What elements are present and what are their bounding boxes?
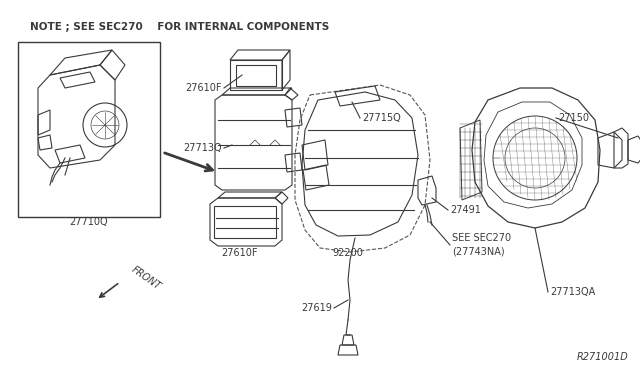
Text: 92200: 92200 [333,248,364,258]
Text: 27710Q: 27710Q [70,217,108,227]
Text: 27610F: 27610F [221,248,259,258]
Text: R271001D: R271001D [576,352,628,362]
Text: 27713QA: 27713QA [550,287,595,297]
Text: FRONT: FRONT [130,264,163,292]
Text: 27610F: 27610F [186,83,222,93]
Text: 27491: 27491 [450,205,481,215]
Text: SEE SEC270: SEE SEC270 [452,233,511,243]
Bar [18,42,160,217]
Text: 27715Q: 27715Q [362,113,401,123]
Text: (27743NA): (27743NA) [452,247,504,257]
Text: 27619: 27619 [301,303,332,313]
Text: 27150: 27150 [558,113,589,123]
Text: NOTE ; SEE SEC270    FOR INTERNAL COMPONENTS: NOTE ; SEE SEC270 FOR INTERNAL COMPONENT… [30,22,329,32]
Text: 27713Q: 27713Q [184,143,222,153]
